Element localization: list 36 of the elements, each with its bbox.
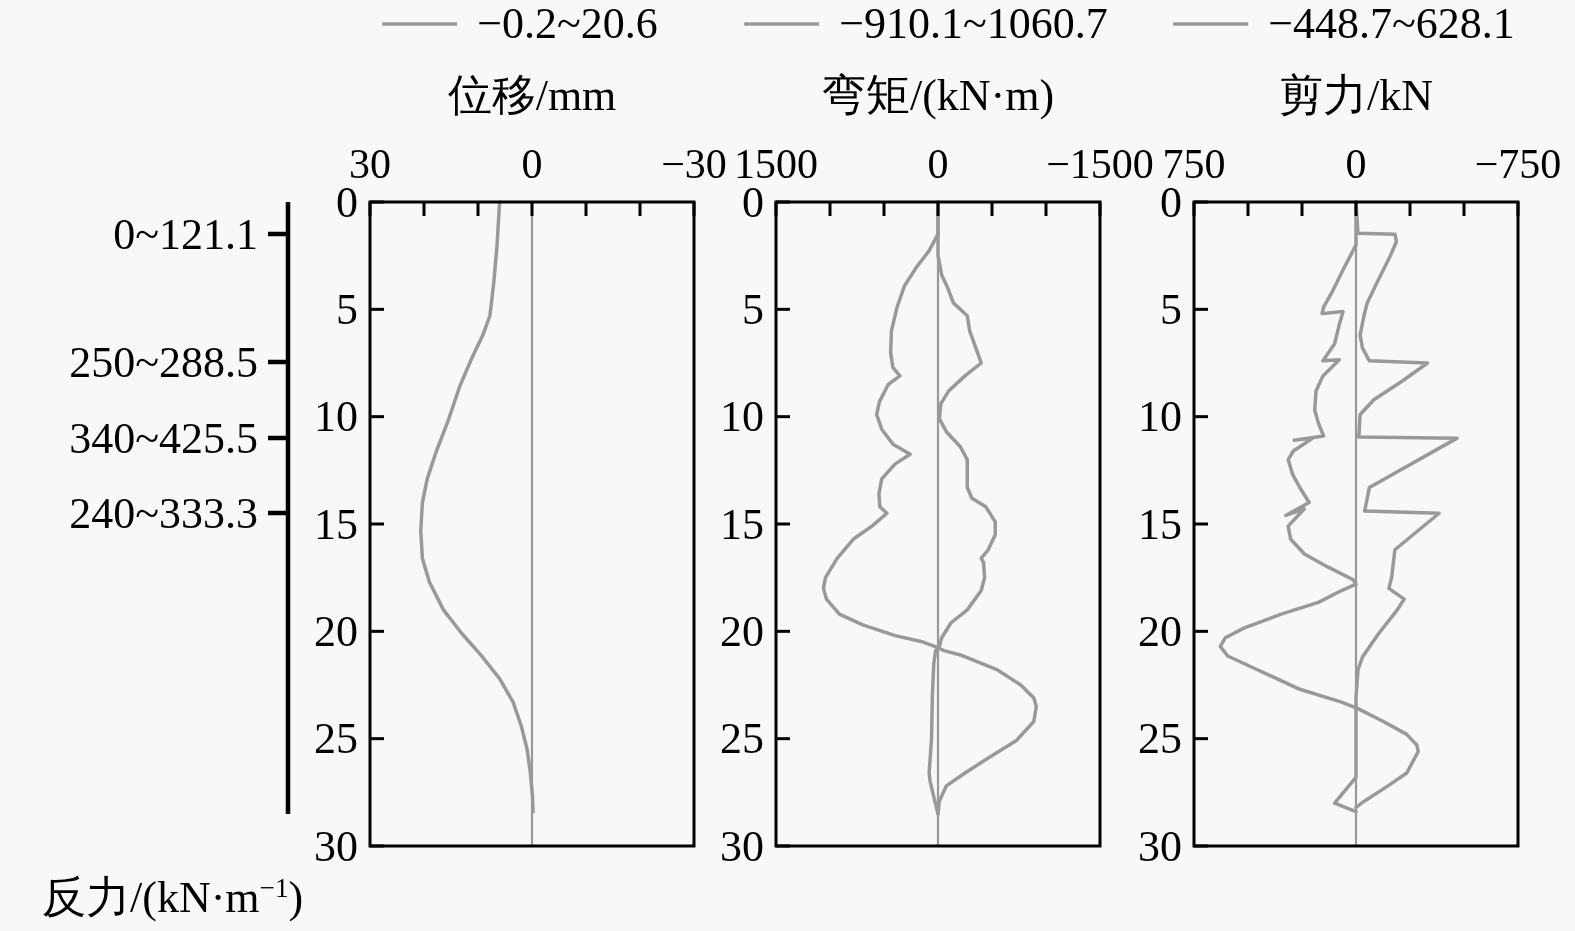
y-tick-label: 20	[720, 606, 764, 656]
y-tick-label: 25	[314, 714, 358, 764]
x-axis-title: 剪力/kN	[1279, 71, 1433, 120]
y-tick-label: 30	[720, 821, 764, 871]
y-tick-label: 5	[742, 284, 764, 334]
y-tick-label: 15	[314, 499, 358, 549]
y-tick-label: 5	[1160, 284, 1182, 334]
text: 240~333.3	[69, 488, 258, 538]
y-tick-label: 25	[1138, 714, 1182, 764]
x-tick-label: 0	[1345, 141, 1367, 187]
y-tick-label: 0	[336, 177, 358, 227]
y-tick-label: 25	[720, 714, 764, 764]
y-tick-label: 10	[1138, 392, 1182, 442]
x-tick-label: −1500	[1046, 141, 1154, 187]
x-tick-label: 0	[521, 141, 543, 187]
y-tick-label: 20	[1138, 606, 1182, 656]
text: 250~288.5	[69, 337, 258, 387]
y-tick-label: 10	[720, 392, 764, 442]
text: 0~121.1	[113, 209, 258, 259]
x-axis-title: 弯矩/(kN·m)	[821, 71, 1055, 120]
text: 340~425.5	[69, 413, 258, 463]
x-axis-title: 位移/mm	[447, 71, 617, 120]
text: 反力/(kN·m$^{−1}$)	[42, 872, 304, 922]
x-tick-label: −750	[1474, 141, 1562, 187]
y-tick-label: 20	[314, 606, 358, 656]
y-tick-label: 15	[1138, 499, 1182, 549]
y-tick-label: 5	[336, 284, 358, 334]
x-tick-label: −30	[661, 141, 727, 187]
y-tick-label: 30	[314, 821, 358, 871]
y-tick-label: 30	[1138, 821, 1182, 871]
legend-label: −910.1~1060.7	[839, 0, 1108, 48]
legend-label: −0.2~20.6	[477, 0, 658, 48]
y-tick-label: 15	[720, 499, 764, 549]
y-tick-label: 10	[314, 392, 358, 442]
x-tick-label: 0	[927, 141, 949, 187]
legend-label: −448.7~628.1	[1268, 0, 1515, 48]
